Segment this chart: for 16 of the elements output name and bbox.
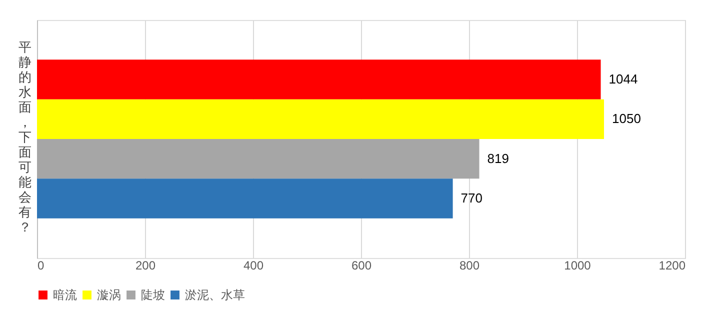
- x-tick-label: 1200: [658, 258, 686, 272]
- data-label: 1044: [608, 72, 638, 86]
- x-tick-label: 800: [459, 258, 480, 272]
- legend-label: 漩涡: [97, 288, 121, 302]
- x-tick-label: 400: [243, 258, 264, 272]
- legend-label: 淤泥、水草: [185, 288, 245, 302]
- x-tick-label: 1000: [564, 258, 592, 272]
- legend-label: 陡坡: [141, 288, 165, 302]
- x-tick-label: 200: [135, 258, 156, 272]
- data-label: 770: [460, 190, 483, 206]
- x-tick-label: 600: [351, 258, 372, 272]
- data-label: 819: [487, 150, 509, 166]
- data-label: 1050: [612, 111, 641, 126]
- category-label: 平静的水面，下面可能会有？: [18, 40, 32, 236]
- legend-label: 暗流: [53, 288, 77, 302]
- x-tick-label: 0: [38, 258, 44, 272]
